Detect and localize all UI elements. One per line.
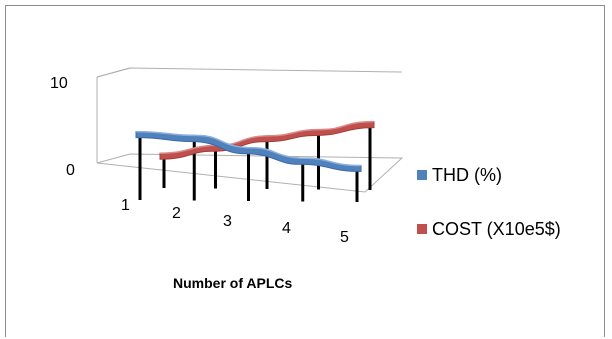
legend-swatch-thd — [417, 170, 427, 180]
legend-swatch-cost — [417, 224, 427, 234]
left-wall-top — [96, 67, 131, 78]
series-ribbon-top-edge-cost — [159, 120, 375, 154]
x-axis-label: Number of APLCs — [173, 275, 292, 291]
x-tick-label-3: 3 — [223, 213, 232, 230]
y-tick-label-bottom: 0 — [66, 162, 75, 179]
floor — [96, 153, 404, 193]
chart-frame — [5, 5, 605, 337]
series-ribbon-top-edge-thd — [135, 130, 362, 167]
y-tick-label-top: 10 — [50, 75, 68, 92]
x-tick-label-1: 1 — [121, 197, 130, 214]
plot-area — [96, 67, 404, 202]
x-tick-labels: 1 2 3 4 5 — [121, 197, 349, 246]
x-tick-label-4: 4 — [282, 220, 291, 237]
drop-lines — [138, 127, 372, 202]
back-wall — [96, 67, 403, 78]
x-tick-label-5: 5 — [340, 229, 349, 246]
legend: THD (%) COST (X10e5$) — [417, 165, 561, 239]
series-ribbons — [135, 120, 375, 173]
legend-label-thd: THD (%) — [432, 165, 502, 185]
x-tick-label-2: 2 — [172, 205, 181, 222]
legend-label-cost: COST (X10e5$) — [432, 219, 561, 239]
